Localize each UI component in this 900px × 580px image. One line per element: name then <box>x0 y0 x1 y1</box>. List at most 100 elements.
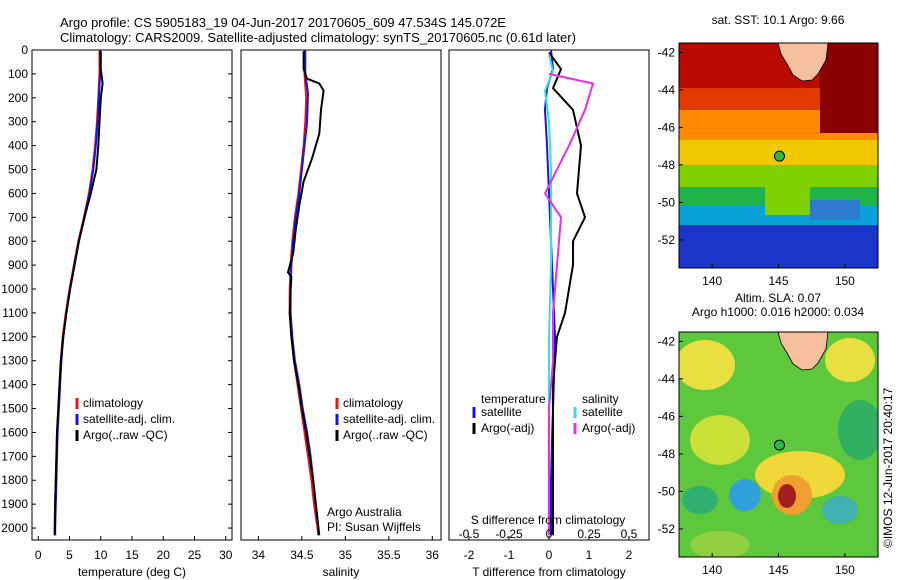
sst-green-tongue <box>765 170 810 215</box>
temperature-tick-labels: 0 5 10 15 20 25 30 <box>35 536 233 562</box>
sst-longitude-tick-labels: 140 145 150 <box>702 264 855 288</box>
salinity-tick-label: 36 <box>426 548 440 562</box>
t-difference-tick-label: 2 <box>626 548 633 562</box>
longitude-tick-label: 140 <box>702 563 722 577</box>
t-difference-tick-label: -1 <box>504 548 515 562</box>
salinity-axes-frame <box>240 49 442 541</box>
t-difference-tick-labels: -2 -1 0 1 2 <box>464 536 633 562</box>
t-difference-axis-label: T difference from climatology <box>472 565 626 579</box>
salinity-series <box>286 50 325 536</box>
longitude-tick-label: 145 <box>768 274 788 288</box>
temperature-tick-label: 5 <box>66 548 73 562</box>
depth-tick-label: 300 <box>8 115 28 129</box>
legend-label-s-argo: Argo(-adj) <box>582 421 635 435</box>
s-difference-tick-label: 0 <box>546 527 553 541</box>
series-line-black <box>54 51 104 536</box>
sla-blob <box>690 531 750 557</box>
legend-label-climatology: climatology <box>343 396 403 410</box>
depth-tick-label: 800 <box>8 234 28 248</box>
longitude-tick-label: 150 <box>835 563 855 577</box>
depth-tick-label: 500 <box>8 163 28 177</box>
salinity-axis-label: salinity <box>323 565 360 579</box>
s-difference-tick-label: 0.5 <box>621 527 638 541</box>
latitude-tick-label: -50 <box>658 195 676 209</box>
depth-tick-label: 100 <box>8 67 28 81</box>
temperature-tick-label: 10 <box>94 548 108 562</box>
temperature-axes-frame <box>31 49 233 541</box>
t-difference-tick-label: 0 <box>546 548 553 562</box>
depth-tick-label: 1300 <box>1 354 28 368</box>
tasmania-landmass <box>777 332 829 371</box>
salinity-panel: 34 34.5 35 35.5 36 climatology satellite-adj… <box>240 49 442 579</box>
depth-tick-label: 600 <box>8 186 28 200</box>
s-difference-axis-label: S difference from climatology <box>471 513 626 527</box>
s-difference-tick-labels: -0.5 -0.25 0 0.25 0.5 <box>459 527 638 541</box>
temperature-tick-label: 15 <box>125 548 139 562</box>
s-difference-tick-label: -0.25 <box>495 527 523 541</box>
s-difference-tick-label: 0.25 <box>577 527 601 541</box>
tasmania-landmass <box>777 43 829 82</box>
t-difference-tick-label: 1 <box>586 548 593 562</box>
temperature-tick-label: 30 <box>219 548 233 562</box>
latitude-tick-label: -44 <box>658 83 676 97</box>
s-difference-tick-label: -0.5 <box>459 527 480 541</box>
legend-label-t-argo: Argo(-adj) <box>481 421 534 435</box>
sla-blob <box>838 400 878 460</box>
depth-tick-label: 1600 <box>1 425 28 439</box>
sst-cool-patch <box>810 200 860 220</box>
sla-blob <box>679 340 735 390</box>
depth-tick-label: 1100 <box>2 306 28 320</box>
depth-tick-label: 200 <box>8 91 28 105</box>
salinity-tick-label: 35 <box>339 548 353 562</box>
sla-blob <box>690 415 750 465</box>
sla-blob <box>822 496 858 524</box>
legend-label-argo: Argo(..raw -QC) <box>343 428 428 442</box>
credit-org: Argo Australia <box>327 505 402 519</box>
salinity-legend: climatology satellite-adj. clim. Argo(..… <box>335 396 435 442</box>
series-line-black <box>286 51 325 536</box>
difference-series <box>543 49 595 536</box>
depth-tick-label: 0 <box>21 43 28 57</box>
latitude-tick-label: -48 <box>658 158 676 172</box>
sla-low <box>729 479 761 511</box>
sla-map-title: Altim. SLA: 0.07 <box>735 291 821 305</box>
sla-peak <box>778 484 796 508</box>
longitude-tick-label: 140 <box>702 274 722 288</box>
salinity-tick-label: 35.5 <box>377 548 401 562</box>
legend-label-t-satellite: satellite <box>481 405 522 419</box>
legend-label-argo: Argo(..raw -QC) <box>83 428 168 442</box>
depth-tick-label: 1700 <box>1 449 28 463</box>
temperature-panel: 0100200300400500600700800900100011001200… <box>1 43 649 579</box>
figure-title-line1: Argo profile: CS 5905183_19 04-Jun-2017 … <box>60 15 506 30</box>
legend-label-satellite-adj: satellite-adj. clim. <box>83 412 175 426</box>
temperature-tick-label: 20 <box>157 548 171 562</box>
sst-map-title: sat. SST: 10.1 Argo: 9.66 <box>712 13 845 27</box>
sst-band <box>679 225 878 268</box>
temperature-tick-label: 0 <box>35 548 42 562</box>
sla-blob <box>825 338 875 382</box>
salinity-tick-label: 34.5 <box>290 548 314 562</box>
latitude-tick-label: -46 <box>658 120 676 134</box>
depth-tick-label: 400 <box>8 139 28 153</box>
latitude-tick-label: -46 <box>658 409 676 423</box>
legend-label-climatology: climatology <box>83 396 143 410</box>
difference-panel: temperature salinity satellite Argo(-adj… <box>448 49 650 579</box>
depth-tick-label: 1400 <box>1 378 28 392</box>
series-line-magenta <box>543 72 595 536</box>
legend-label-satellite-adj: satellite-adj. clim. <box>343 412 435 426</box>
sst-latitude-tick-labels: -52 -50 -48 -46 -44 -42 <box>658 45 683 247</box>
argo-float-location-marker <box>773 150 785 162</box>
temperature-legend: climatology satellite-adj. clim. Argo(..… <box>75 396 175 442</box>
sst-map-field <box>679 43 878 268</box>
depth-tick-label: 1000 <box>1 282 28 296</box>
sla-longitude-tick-labels: 140 145 150 <box>702 553 855 577</box>
latitude-tick-label: -52 <box>658 233 676 247</box>
depth-tick-label: 700 <box>8 210 28 224</box>
latitude-tick-label: -52 <box>658 522 676 536</box>
legend-header-salinity: salinity <box>582 392 619 406</box>
depth-tick-label: 1200 <box>1 330 28 344</box>
salinity-tick-label: 34 <box>252 548 266 562</box>
longitude-tick-label: 145 <box>768 563 788 577</box>
latitude-tick-label: -42 <box>658 334 676 348</box>
